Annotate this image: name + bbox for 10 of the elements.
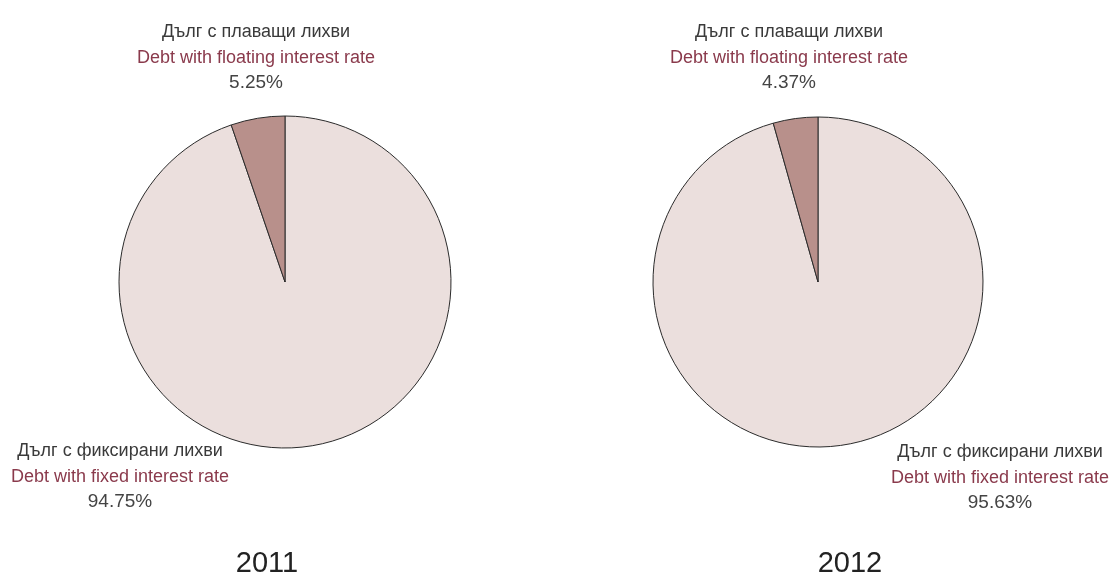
text: 2012 [817, 546, 883, 575]
slice-label: Дълг с плаващи лихви Debt with floating interest rate [669, 21, 909, 67]
slice-label: Дълг с плаващи лихви Debt with floating interest rate [136, 21, 376, 67]
data-label: 95.63% [967, 491, 1033, 512]
data-label: 5.25% [229, 71, 284, 92]
data-label: 94.75% [87, 490, 153, 511]
slice-label: Дълг с фиксирани лихви Debt with fixed interest rate [890, 441, 1110, 487]
data-label: 4.37% [762, 71, 817, 92]
text: 2011 [235, 546, 299, 575]
slice-label: Дълг с фиксирани лихви Debt with fixed interest rate [10, 440, 230, 486]
